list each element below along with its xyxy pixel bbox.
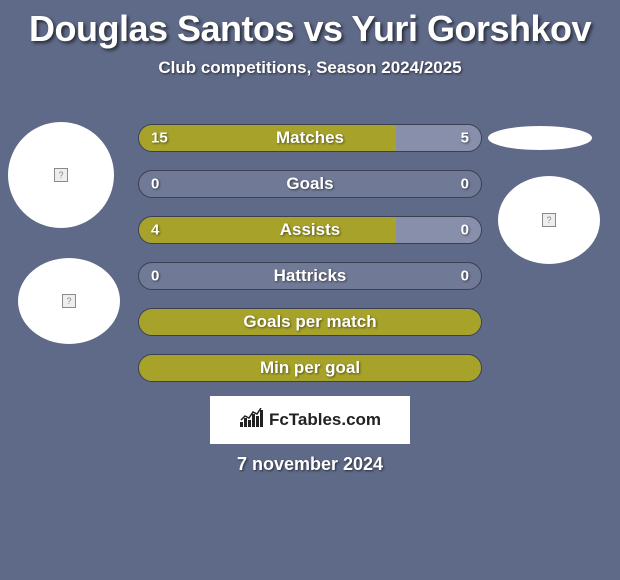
stat-label: Assists [139, 220, 481, 240]
stat-row: 00Goals [138, 170, 482, 198]
comparison-subtitle: Club competitions, Season 2024/2025 [0, 58, 620, 78]
stat-row: Goals per match [138, 308, 482, 336]
player-avatar: ? [8, 122, 114, 228]
placeholder-icon: ? [542, 213, 556, 227]
stats-bars: 155Matches 00Goals 40Assists 00Hattricks Goa… [138, 124, 482, 400]
stat-row: 155Matches [138, 124, 482, 152]
placeholder-icon: ? [54, 168, 68, 182]
stat-label: Min per goal [139, 358, 481, 378]
placeholder-icon: ? [62, 294, 76, 308]
player-avatar: ? [498, 176, 600, 264]
player-avatar: ? [18, 258, 120, 344]
stat-row: Min per goal [138, 354, 482, 382]
brand-text: FcTables.com [269, 410, 381, 430]
stat-label: Matches [139, 128, 481, 148]
comparison-date: 7 november 2024 [0, 454, 620, 475]
brand-logo-icon [239, 408, 265, 433]
comparison-title: Douglas Santos vs Yuri Gorshkov [0, 0, 620, 50]
brand-box: FcTables.com [210, 396, 410, 444]
stat-label: Hattricks [139, 266, 481, 286]
stat-row: 00Hattricks [138, 262, 482, 290]
stat-label: Goals [139, 174, 481, 194]
stat-label: Goals per match [139, 312, 481, 332]
stat-row: 40Assists [138, 216, 482, 244]
player-avatar [488, 126, 592, 150]
